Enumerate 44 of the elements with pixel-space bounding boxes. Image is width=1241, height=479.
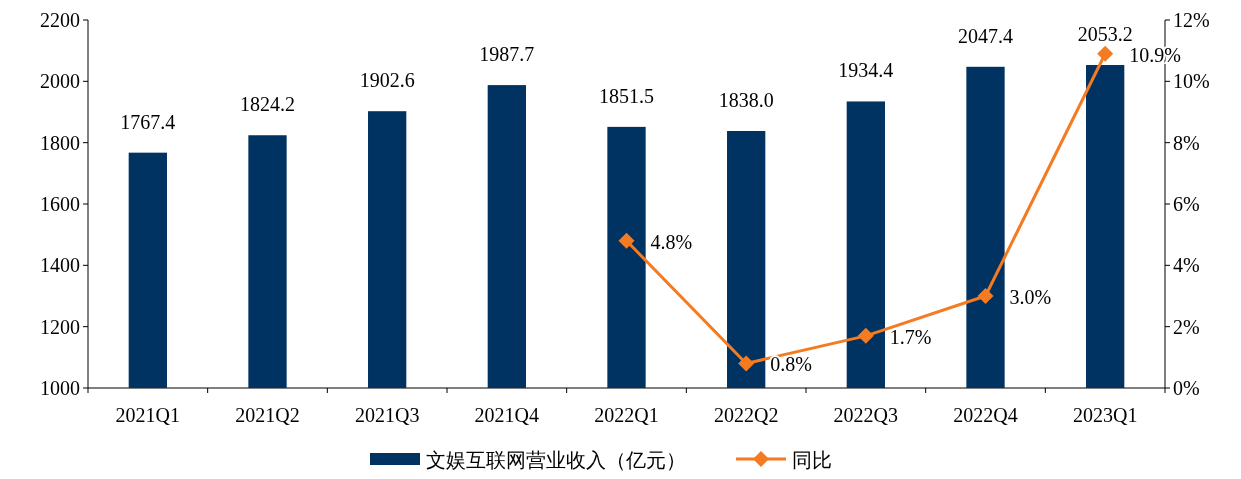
y-tick-label: 2200 xyxy=(40,9,80,31)
y2-tick-label: 6% xyxy=(1173,193,1200,215)
y2-tick-label: 0% xyxy=(1173,377,1200,399)
y2-tick-label: 12% xyxy=(1173,9,1210,31)
y-tick-label: 1600 xyxy=(40,193,80,215)
legend-label: 文娱互联网营业收入（亿元） xyxy=(426,449,686,471)
y-tick-label: 1200 xyxy=(40,315,80,338)
y-tick-label: 1000 xyxy=(40,377,80,399)
x-tick-label: 2022Q1 xyxy=(594,404,659,426)
y-tick-label: 2000 xyxy=(40,70,80,93)
data-label: 0.8% xyxy=(770,353,812,376)
y-tick-label: 1800 xyxy=(40,131,80,154)
legend-label: 同比 xyxy=(792,449,832,471)
data-label: 1902.6 xyxy=(359,69,415,92)
x-tick-label: 2022Q2 xyxy=(713,404,779,426)
y2-tick-label: 10% xyxy=(1173,70,1210,93)
x-tick-label: 2021Q3 xyxy=(354,404,420,426)
y2-tick-label: 4% xyxy=(1173,254,1200,277)
data-label: 1838.0 xyxy=(718,89,774,112)
point xyxy=(618,232,635,249)
x-tick-label: 2023Q1 xyxy=(1072,404,1138,426)
point xyxy=(977,288,994,304)
point xyxy=(857,327,874,344)
point xyxy=(1097,45,1114,62)
data-label: 2053.2 xyxy=(1077,23,1133,46)
x-tick-label: 2021Q4 xyxy=(474,404,540,426)
data-label: 2047.4 xyxy=(958,24,1013,47)
y2-tick-label: 8% xyxy=(1173,131,1200,154)
data-label: 1824.2 xyxy=(240,93,295,116)
data-label: 10.9% xyxy=(1129,43,1181,66)
x-tick-label: 2022Q4 xyxy=(953,404,1018,426)
data-label: 1.7% xyxy=(889,325,932,348)
y-tick-label: 1400 xyxy=(40,254,80,277)
data-label: 1767.4 xyxy=(120,110,176,133)
x-tick-label: 2021Q2 xyxy=(235,404,300,426)
data-label: 1934.4 xyxy=(838,59,894,82)
x-tick-label: 2022Q3 xyxy=(833,404,899,426)
x-tick-label: 2021Q1 xyxy=(115,404,181,426)
data-label: 1987.7 xyxy=(479,43,535,66)
data-label: 4.8% xyxy=(650,230,693,253)
data-label: 1851.5 xyxy=(599,84,654,107)
y2-tick-label: 2% xyxy=(1173,315,1200,338)
point xyxy=(738,355,755,372)
data-label: 3.0% xyxy=(1009,286,1052,308)
